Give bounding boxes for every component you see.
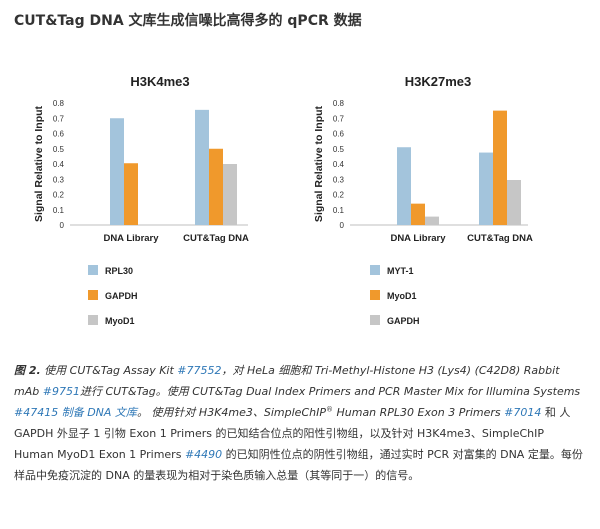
bar-myt-1 — [479, 152, 493, 225]
legend-label: GAPDH — [105, 291, 138, 301]
y-axis-label: Signal Relative to Input — [33, 105, 45, 222]
x-category-label: DNA Library — [103, 233, 159, 244]
charts-area: H3K4me3 Signal Relative to Input 0 0.1 0.2 0.… — [33, 74, 533, 326]
legend-swatch — [370, 315, 380, 325]
bar-rpl30 — [110, 118, 124, 225]
caption-text: 的已知阴性位点的阴性引物组，通过实时 PCR 对富集的 DNA 定量。每份样品中… — [14, 448, 583, 482]
x-category-label: CUT&Tag DNA — [467, 233, 533, 244]
y-tick-label: 0 — [340, 221, 345, 230]
legend-swatch — [88, 315, 98, 325]
product-link-9751[interactable]: #9751 — [42, 385, 80, 398]
product-link-47415[interactable]: #47415 制备 DNA 文库 — [14, 406, 137, 419]
y-tick-label: 0.6 — [333, 130, 345, 139]
y-tick-label: 0.2 — [333, 191, 345, 200]
y-tick-label: 0.7 — [53, 114, 65, 123]
bar-gapdh — [425, 216, 439, 225]
y-tick-label: 0.3 — [53, 175, 65, 184]
bar-myod1 — [411, 203, 425, 225]
bar-gapdh — [507, 180, 521, 225]
x-category-label: CUT&Tag DNA — [183, 233, 249, 244]
y-axis-label: Signal Relative to Input — [313, 105, 325, 222]
product-link-4490[interactable]: #4490 — [184, 448, 223, 461]
legend-label: MYT-1 — [387, 266, 414, 276]
caption-text: ，对 HeLa 细胞和 Tri-Methyl-Histone H3 (Lys4)… — [14, 364, 560, 398]
caption-text: 和 人 GAPDH 外显子 1 引物 Exon 1 Primers 的已知结合位… — [14, 406, 571, 461]
bar-myod1 — [223, 164, 237, 225]
bar-gapdh — [209, 148, 223, 225]
bar-rpl30 — [195, 109, 209, 225]
y-tick-label: 0.5 — [53, 145, 65, 154]
y-tick-label: 0.3 — [333, 175, 345, 184]
y-tick-label: 0.4 — [53, 160, 65, 169]
chart-title: H3K4me3 — [130, 74, 189, 89]
y-tick-label: 0 — [60, 221, 65, 230]
chart-1: H3K27me3 Signal Relative to Input 0 0.1 0.2 0… — [313, 74, 533, 326]
legend-swatch — [370, 290, 380, 300]
y-tick-label: 0.2 — [53, 191, 65, 200]
registered-mark: ® — [325, 405, 333, 414]
y-tick-label: 0.5 — [333, 145, 345, 154]
legend-label: MyoD1 — [105, 316, 135, 326]
legend-label: GAPDH — [387, 316, 420, 326]
chart-0: H3K4me3 Signal Relative to Input 0 0.1 0.2 0.… — [33, 74, 249, 326]
bar-myt-1 — [397, 147, 411, 225]
legend-swatch — [370, 265, 380, 275]
legend-swatch — [88, 290, 98, 300]
caption-text: 使用 CUT&Tag Assay Kit — [40, 364, 178, 377]
x-category-label: DNA Library — [390, 233, 446, 244]
caption-text: 。 使用针对 H3K4me3、SimpleChIP — [136, 406, 326, 419]
y-tick-label: 0.8 — [53, 99, 65, 108]
legend-swatch — [88, 265, 98, 275]
y-tick-label: 0.4 — [333, 160, 345, 169]
figure-label: 图 2. — [14, 364, 41, 377]
bar-myod1 — [493, 110, 507, 225]
y-tick-label: 0.7 — [333, 114, 345, 123]
legend-label: RPL30 — [105, 266, 133, 276]
caption-text: 进行 CUT&Tag。使用 CUT&Tag Dual Index Primers… — [79, 385, 581, 398]
product-link-7014[interactable]: #7014 — [504, 406, 542, 419]
y-tick-label: 0.1 — [333, 206, 345, 215]
caption-text: Human RPL30 Exon 3 Primers — [332, 406, 505, 419]
figure-caption: 图 2. 使用 CUT&Tag Assay Kit #77552，对 HeLa … — [14, 360, 586, 486]
chart-title: H3K27me3 — [405, 74, 472, 89]
legend-label: MyoD1 — [387, 291, 417, 301]
y-tick-label: 0.6 — [53, 130, 65, 139]
bar-gapdh — [124, 163, 138, 225]
y-tick-label: 0.1 — [53, 206, 65, 215]
y-tick-label: 0.8 — [333, 99, 345, 108]
product-link-77552[interactable]: #77552 — [177, 364, 222, 377]
page-title: CUT&Tag DNA 文库生成信噪比高得多的 qPCR 数据 — [14, 13, 362, 29]
